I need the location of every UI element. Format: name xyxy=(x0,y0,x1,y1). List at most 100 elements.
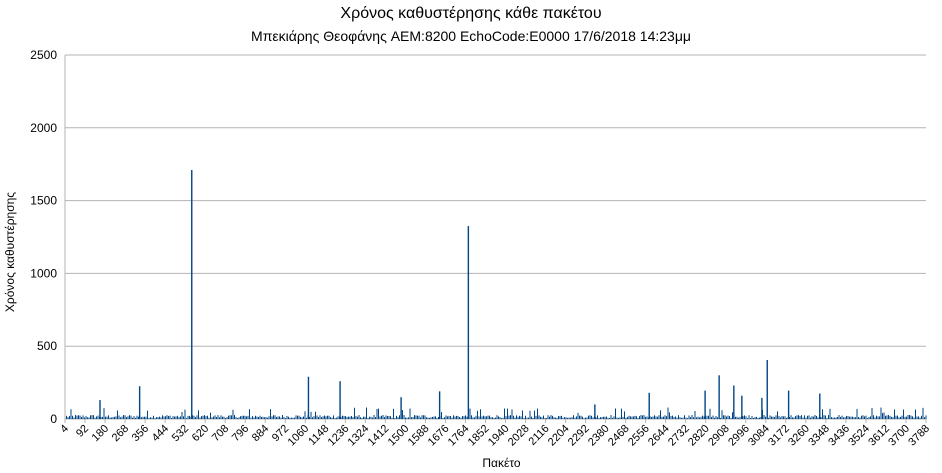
bar xyxy=(130,415,132,419)
bar xyxy=(823,415,825,419)
y-tick-label: 2500 xyxy=(30,48,57,62)
bar xyxy=(156,417,157,419)
bar xyxy=(613,416,615,419)
bar xyxy=(486,416,487,419)
bar xyxy=(120,417,121,419)
bar xyxy=(385,415,387,419)
bar xyxy=(216,417,217,419)
bar xyxy=(745,416,747,419)
bar xyxy=(522,410,523,419)
bar xyxy=(286,415,288,419)
bar xyxy=(742,416,744,419)
bar xyxy=(915,409,916,419)
bar-spike xyxy=(339,381,341,419)
bar xyxy=(381,415,382,419)
bar xyxy=(279,416,280,419)
bar xyxy=(598,418,600,419)
bar xyxy=(126,417,127,419)
bar xyxy=(466,416,468,419)
bar xyxy=(715,416,717,419)
x-tick-label: 2908 xyxy=(706,423,732,449)
bar xyxy=(726,416,727,419)
bar xyxy=(369,416,370,419)
bar xyxy=(147,410,148,419)
bar xyxy=(136,415,138,419)
bar xyxy=(588,415,589,419)
bar xyxy=(913,417,915,419)
bar xyxy=(591,415,592,419)
bar xyxy=(892,417,894,419)
bar xyxy=(597,415,598,419)
bar xyxy=(211,417,213,419)
bar xyxy=(570,417,571,419)
bar-spike xyxy=(648,392,650,419)
bar xyxy=(304,411,306,419)
bar xyxy=(66,415,67,419)
bar xyxy=(618,417,619,419)
x-tick-label: 3612 xyxy=(866,423,892,449)
bar xyxy=(666,416,667,419)
bar xyxy=(220,415,222,419)
bar-spike xyxy=(99,400,101,419)
bar xyxy=(903,409,904,419)
bar xyxy=(343,415,345,419)
bar xyxy=(667,407,669,419)
bar xyxy=(685,417,687,419)
x-tick-label: 3436 xyxy=(826,423,852,449)
bar xyxy=(210,412,211,419)
bar xyxy=(310,411,312,419)
bar xyxy=(717,417,718,419)
bar xyxy=(577,412,579,419)
bar xyxy=(663,416,664,419)
bar xyxy=(190,416,192,419)
bar xyxy=(324,415,325,419)
bar xyxy=(760,416,762,419)
bar xyxy=(111,417,112,419)
bar xyxy=(441,412,442,419)
bar xyxy=(553,417,555,419)
x-tick-label: 180 xyxy=(90,423,111,444)
bar xyxy=(885,415,886,419)
bar xyxy=(793,417,795,419)
bar xyxy=(637,418,639,419)
bar xyxy=(736,416,738,419)
x-tick-label: 884 xyxy=(250,423,271,444)
bar xyxy=(657,416,658,419)
bar xyxy=(712,415,714,419)
bar xyxy=(919,417,921,419)
bar xyxy=(856,408,858,419)
bar xyxy=(280,417,282,419)
bar xyxy=(316,415,318,419)
bar xyxy=(909,414,910,419)
x-tick-label: 708 xyxy=(210,423,231,444)
bar xyxy=(586,417,588,419)
bar xyxy=(730,417,732,419)
bar xyxy=(78,415,79,419)
bar xyxy=(754,416,756,419)
x-tick-label: 2468 xyxy=(606,423,632,449)
bar xyxy=(349,416,351,419)
bar xyxy=(546,418,547,419)
bar xyxy=(565,417,567,419)
bar xyxy=(645,416,646,419)
bar xyxy=(472,417,474,419)
bar xyxy=(409,408,411,419)
bar xyxy=(489,415,490,419)
bar xyxy=(582,416,583,419)
x-tick-label: 356 xyxy=(130,423,151,444)
x-tick-label: 2996 xyxy=(726,423,752,449)
bar xyxy=(658,415,660,419)
bar xyxy=(436,417,438,419)
bar xyxy=(781,415,783,419)
bar xyxy=(843,417,844,419)
bar xyxy=(640,415,642,419)
bar xyxy=(880,407,882,419)
bar xyxy=(633,416,634,419)
x-tick-label: 3172 xyxy=(766,423,792,449)
bar xyxy=(912,416,913,419)
bar xyxy=(333,415,334,419)
bar xyxy=(523,418,525,419)
bar xyxy=(100,417,102,419)
bar xyxy=(900,416,901,419)
bar xyxy=(865,415,867,419)
